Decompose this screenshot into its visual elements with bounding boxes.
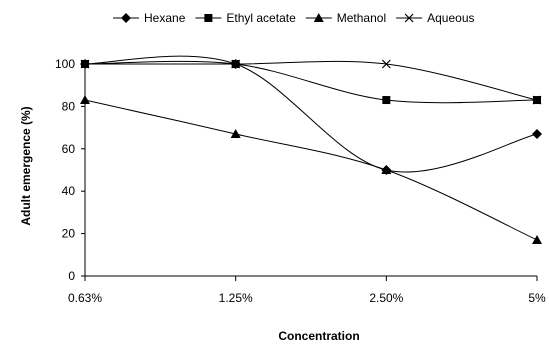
series-lines: [84, 55, 538, 241]
legend-item-hexane: Hexane: [113, 11, 186, 25]
legend-marker-ethyl-acetate: [204, 14, 213, 22]
x-tick-label: 0.63%: [68, 291, 102, 305]
x-axis-title: Concentration: [278, 329, 359, 343]
data-point-ethyl-acetate: [382, 96, 391, 105]
x-tick-label: 5%: [528, 291, 546, 305]
y-tick-label: 20: [62, 227, 76, 241]
data-point-aqueous: [381, 59, 391, 69]
series-markers: [80, 59, 542, 244]
data-point-methanol: [532, 234, 542, 244]
series-line-ethyl-acetate: [84, 60, 538, 104]
y-axis-ticks: 0 20 40 60 80 100: [55, 57, 85, 283]
y-tick-label: 40: [62, 184, 76, 198]
x-marker-stroke: [231, 59, 241, 69]
x-axis-ticks: 0.63% 1.25% 2.50% 5%: [68, 276, 546, 305]
y-tick-label: 100: [55, 57, 75, 71]
legend-marker-aqueous: [404, 13, 414, 23]
data-point-methanol: [230, 128, 241, 138]
x-marker-stroke: [80, 59, 90, 69]
series-line-methanol: [84, 99, 538, 241]
x-marker-stroke: [404, 13, 414, 23]
legend-item-methanol: Methanol: [305, 11, 386, 25]
series-line-aqueous: [84, 60, 538, 101]
legend: Hexane Ethyl acetate Methanol Aqueous: [113, 11, 475, 25]
y-axis-title: Adult emergence (%): [19, 106, 33, 225]
data-point-methanol: [80, 95, 90, 105]
x-marker-stroke: [381, 59, 391, 69]
legend-label: Aqueous: [427, 11, 474, 25]
legend-marker-methanol: [313, 13, 324, 22]
x-tick-label: 1.25%: [219, 291, 253, 305]
data-point-aqueous: [80, 59, 90, 69]
data-point-hexane: [532, 128, 542, 139]
y-tick-label: 80: [62, 99, 76, 113]
y-tick-label: 0: [68, 269, 75, 283]
x-tick-label: 2.50%: [369, 291, 403, 305]
x-marker-stroke: [532, 95, 542, 105]
series-line-hexane: [84, 55, 538, 173]
data-point-aqueous: [231, 59, 241, 69]
data-point-methanol: [381, 165, 392, 174]
axes: [84, 64, 537, 277]
legend-label: Methanol: [337, 11, 386, 25]
legend-label: Ethyl acetate: [226, 11, 296, 25]
y-tick-label: 60: [62, 142, 76, 156]
legend-marker-hexane: [121, 13, 131, 23]
data-point-aqueous: [532, 95, 542, 105]
legend-item-aqueous: Aqueous: [396, 11, 475, 25]
legend-label: Hexane: [144, 11, 186, 25]
legend-item-ethyl-acetate: Ethyl acetate: [195, 11, 296, 25]
